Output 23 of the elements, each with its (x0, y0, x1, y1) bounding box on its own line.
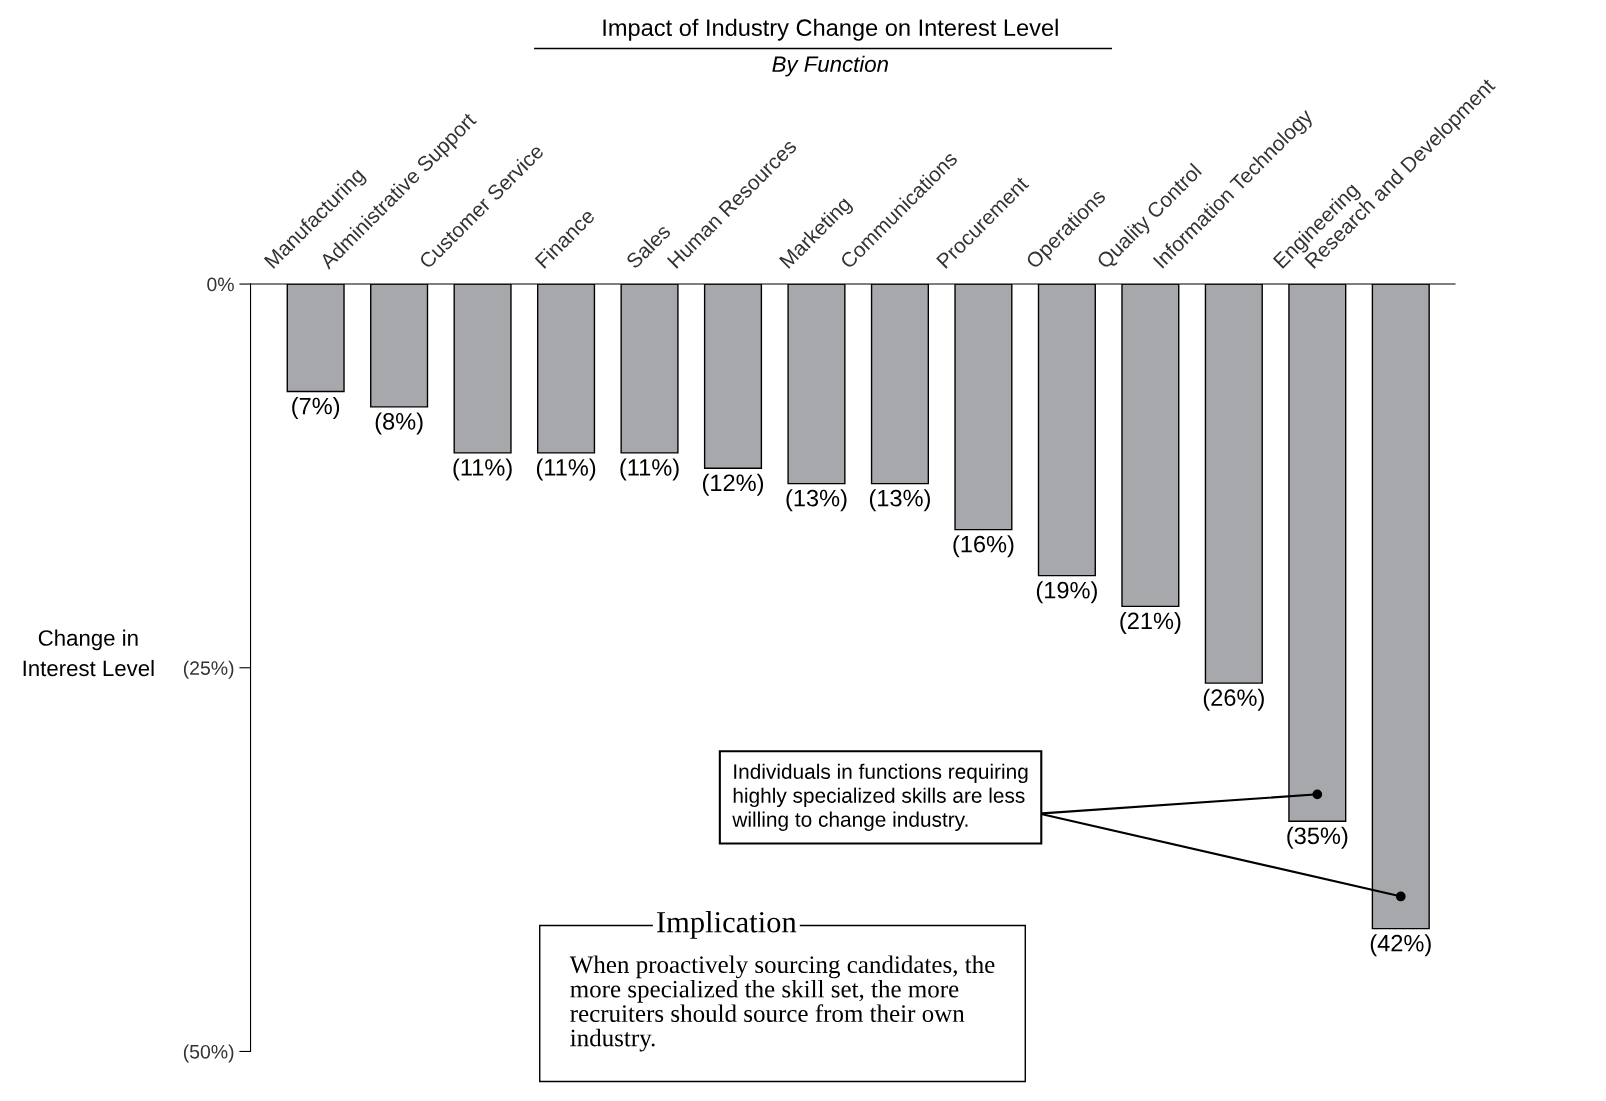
y-tick-label: (25%) (183, 660, 234, 679)
data-label: (21%) (1120, 611, 1181, 634)
data-label: (11%) (620, 458, 679, 481)
annotation: When proactively sourcing candidates, the more specialized the skill set, the more recruiters should source from their own industry. (569, 955, 995, 1052)
data-label: (16%) (953, 535, 1014, 558)
annotation: Implication (656, 910, 797, 939)
chart-subtitle: By Function (772, 55, 888, 77)
annotation: Individuals in functions requiring highly specialized skills are less willing to change industry. (732, 763, 1028, 831)
data-label: (11%) (536, 458, 596, 481)
y-tick-label: 0% (207, 277, 234, 292)
chart-title: Impact of Industry Change on Interest Level (603, 18, 1058, 41)
data-label: (19%) (1036, 581, 1097, 604)
data-label: (11%) (453, 458, 512, 481)
data-label: (26%) (1203, 688, 1264, 711)
data-label: (12%) (702, 473, 764, 496)
data-label: (8%) (375, 412, 423, 435)
data-label: (13%) (786, 489, 847, 512)
data-label: (7%) (292, 397, 340, 420)
data-label: (13%) (869, 489, 930, 512)
data-label: (35%) (1287, 826, 1348, 849)
y-axis-title: Change in Interest Level (23, 629, 154, 677)
data-label: (42%) (1370, 934, 1431, 957)
y-tick-label: (50%) (183, 1044, 234, 1063)
